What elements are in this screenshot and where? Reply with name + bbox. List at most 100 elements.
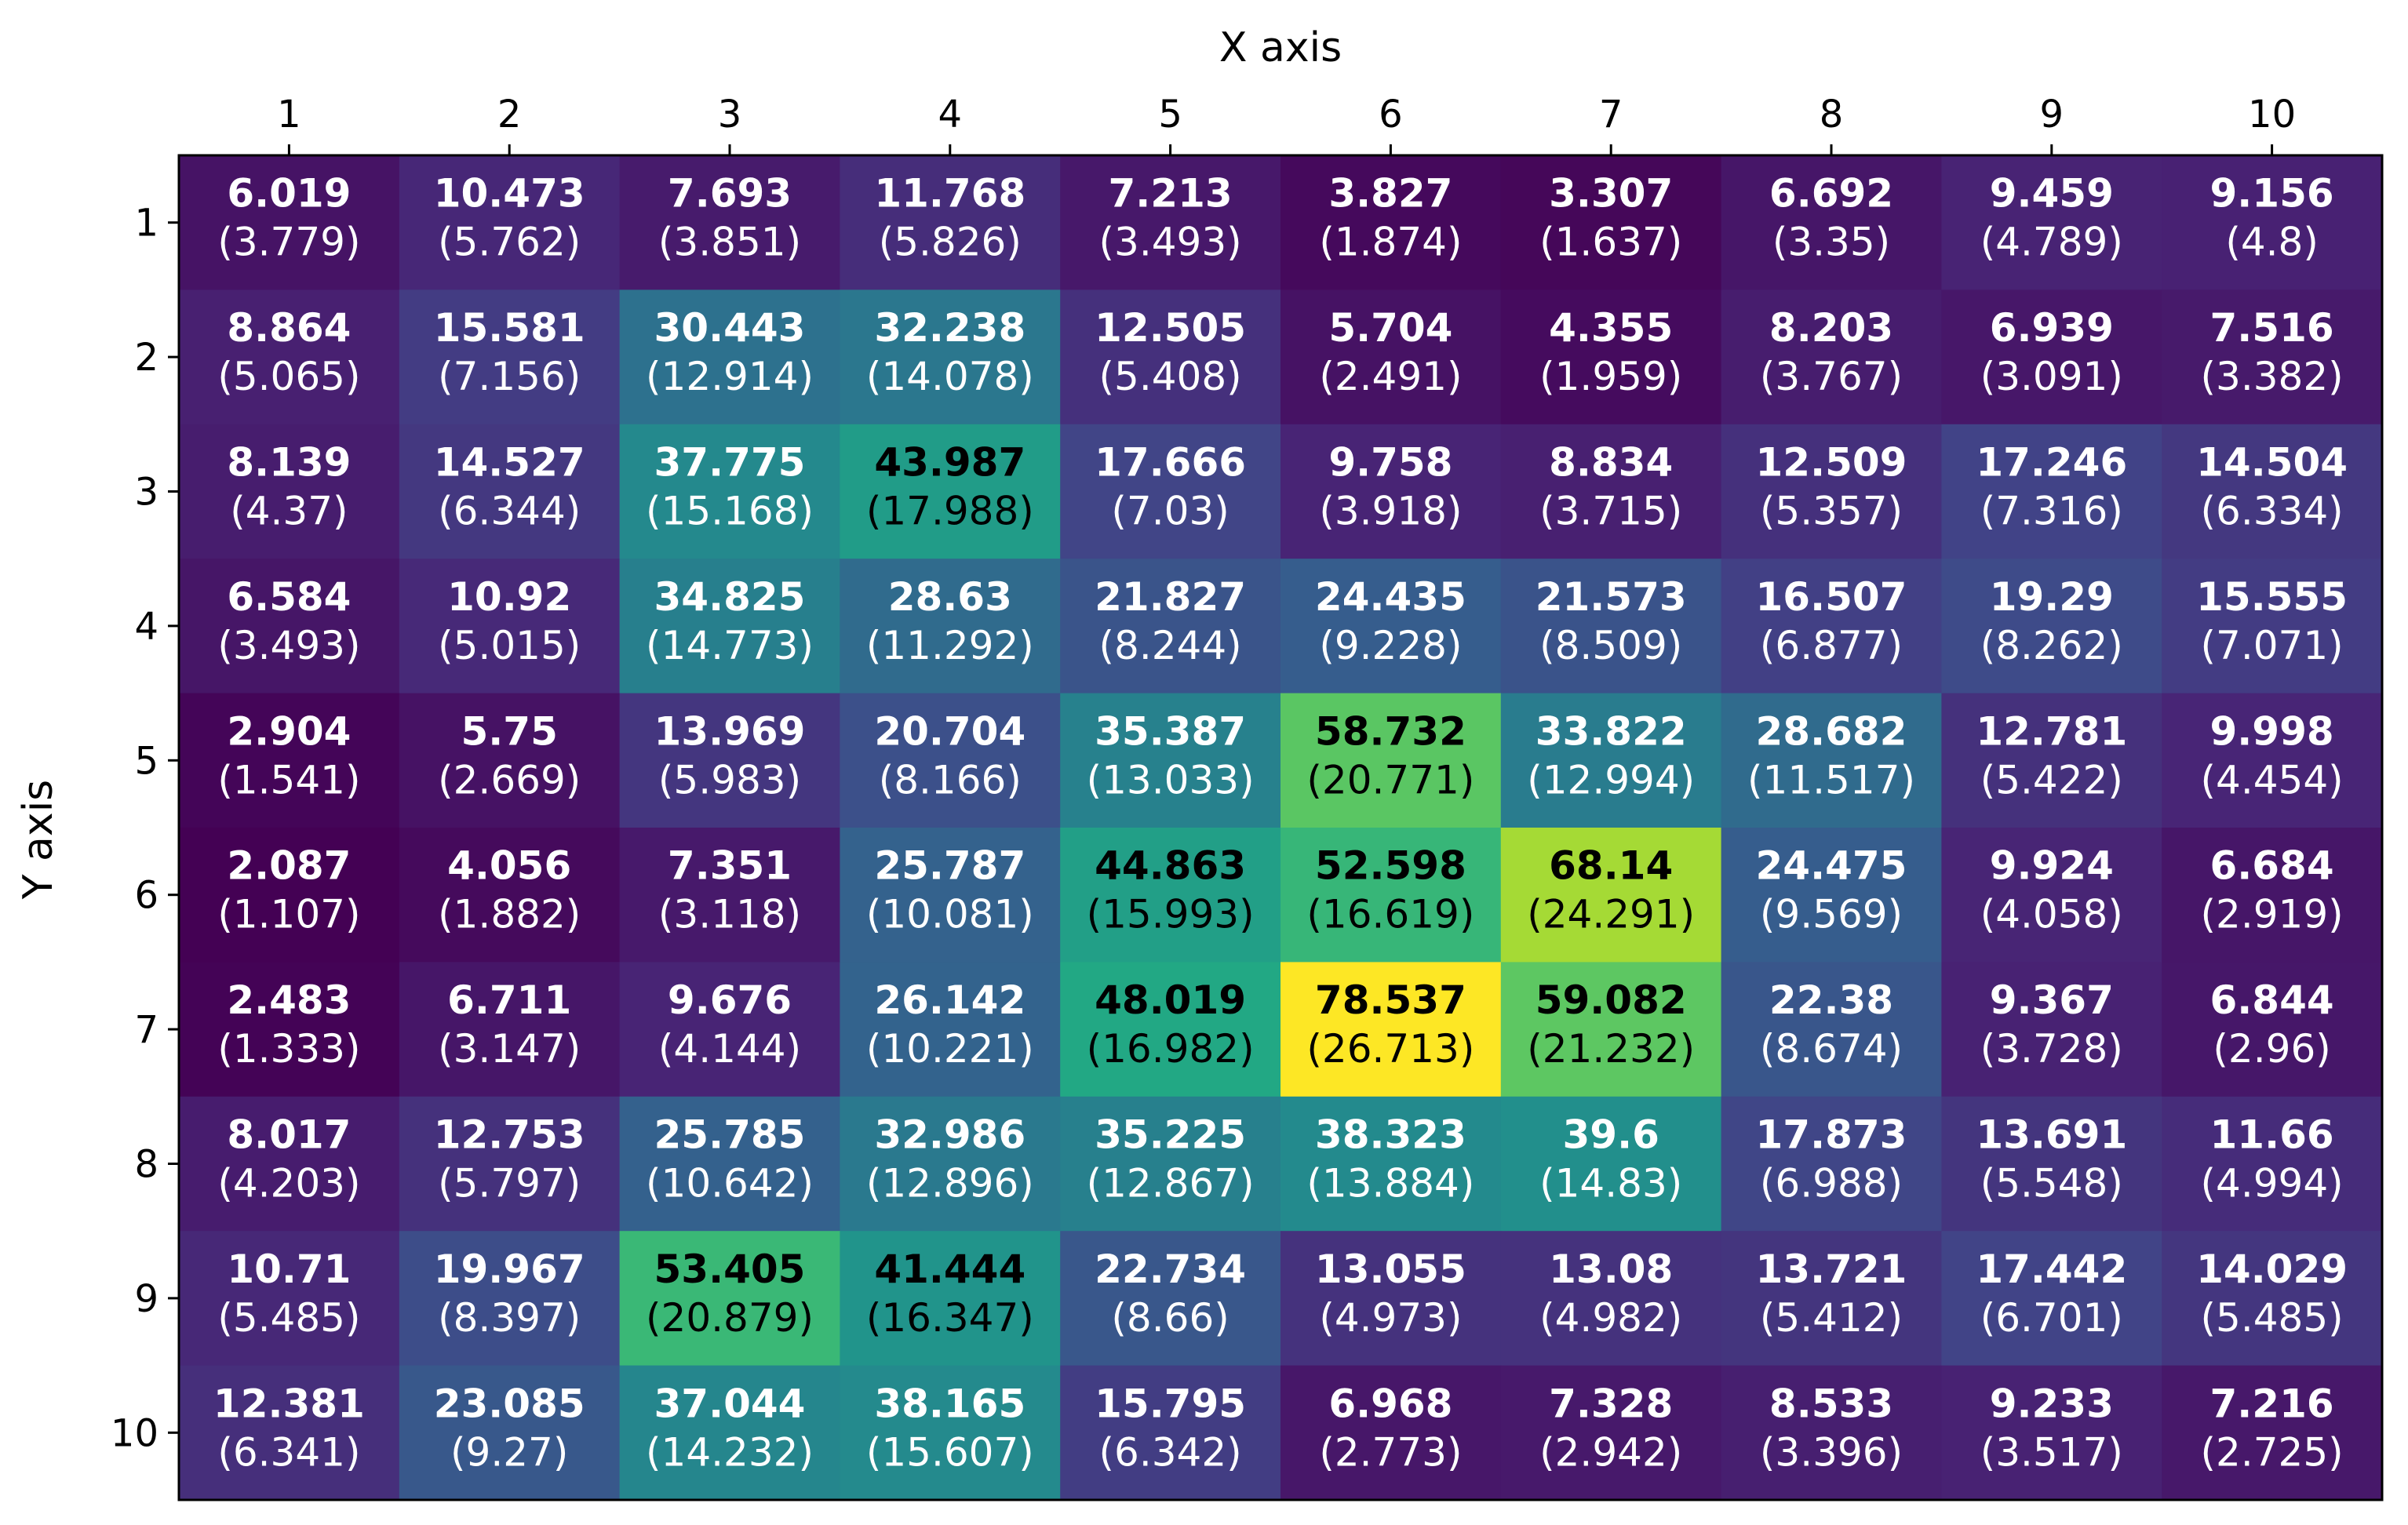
heatmap-cell (1941, 559, 2162, 694)
heatmap-cell (1721, 828, 1942, 963)
heatmap-cell (1060, 559, 1281, 694)
cell-secondary-label: (7.071) (2201, 623, 2344, 668)
cell-secondary-label: (14.773) (646, 623, 814, 668)
heatmap-cell (2162, 289, 2383, 425)
cell-value-label: 14.504 (2196, 440, 2348, 486)
heatmap-cell (179, 559, 400, 694)
heatmap-cell (1281, 1231, 1502, 1367)
cell-value-label: 9.156 (2210, 171, 2334, 217)
y-tick-label: 8 (134, 1143, 158, 1187)
cell-value-label: 68.14 (1549, 843, 1673, 889)
heatmap-cell (399, 693, 621, 828)
heatmap-cell (399, 289, 621, 425)
heatmap-cell (1941, 1096, 2162, 1232)
heatmap-cell (1281, 693, 1502, 828)
cell-secondary-label: (4.8) (2225, 220, 2319, 265)
cell-value-label: 7.216 (2210, 1381, 2334, 1426)
cell-secondary-label: (10.221) (866, 1026, 1034, 1072)
heatmap-cell (1281, 155, 1502, 290)
heatmap-cell (1721, 289, 1942, 425)
heatmap-cell (179, 1096, 400, 1232)
cell-secondary-label: (4.058) (1980, 892, 2123, 937)
heatmap-cell (1060, 962, 1281, 1097)
heatmap-cell (619, 693, 840, 828)
heatmap-cell (1941, 1365, 2162, 1501)
cell-value-label: 6.939 (1990, 305, 2114, 351)
cell-value-label: 6.584 (227, 574, 351, 620)
cell-value-label: 38.323 (1315, 1112, 1466, 1158)
cell-value-label: 11.66 (2210, 1112, 2334, 1158)
cell-labels: 6.019(3.779) 10.473(5.762) 7.693(3.851) 11.… (213, 171, 2348, 1476)
cell-secondary-label: (3.517) (1980, 1429, 2123, 1475)
cell-secondary-label: (10.642) (646, 1161, 814, 1207)
cell-secondary-label: (4.982) (1539, 1295, 1682, 1341)
cell-secondary-label: (5.826) (879, 220, 1022, 265)
cell-secondary-label: (1.959) (1539, 354, 1682, 399)
cell-value-label: 7.693 (668, 171, 792, 217)
cell-value-label: 12.753 (434, 1112, 585, 1158)
heatmap-cell (2162, 1365, 2383, 1501)
heatmap-cell (179, 1365, 400, 1501)
cell-value-label: 9.998 (2210, 708, 2334, 754)
cell-value-label: 43.987 (874, 440, 1025, 486)
heatmap-cell (840, 1365, 1061, 1501)
y-tick-label: 10 (111, 1411, 158, 1455)
heatmap-cell (2162, 559, 2383, 694)
cell-value-label: 24.475 (1756, 843, 1907, 889)
cell-value-label: 6.968 (1328, 1381, 1452, 1426)
heatmap-cell (2162, 828, 2383, 963)
heatmap-cell (399, 424, 621, 559)
cell-secondary-label: (3.715) (1539, 489, 1682, 534)
cell-secondary-label: (16.982) (1087, 1026, 1255, 1072)
x-axis-label: X axis (1219, 24, 1342, 71)
heatmap-cell (2162, 693, 2383, 828)
heatmap-cell (1500, 1231, 1722, 1367)
cell-secondary-label: (5.422) (1980, 757, 2123, 803)
cell-value-label: 30.443 (654, 305, 806, 351)
cell-value-label: 26.142 (874, 977, 1025, 1023)
x-tick-label: 5 (1158, 93, 1182, 136)
cell-secondary-label: (3.35) (1772, 220, 1890, 265)
x-tick-label: 10 (2248, 93, 2296, 136)
cell-secondary-label: (4.37) (230, 489, 348, 534)
cell-secondary-label: (6.701) (1980, 1295, 2123, 1341)
cell-value-label: 4.056 (447, 843, 571, 889)
cell-secondary-label: (5.485) (2201, 1295, 2344, 1341)
x-tick-label: 4 (938, 93, 963, 136)
heatmap-cell (1941, 289, 2162, 425)
cell-value-label: 52.598 (1315, 843, 1466, 889)
cell-value-label: 12.381 (213, 1381, 365, 1426)
cell-value-label: 28.682 (1756, 708, 1907, 754)
cell-secondary-label: (2.919) (2201, 892, 2344, 937)
cell-secondary-label: (20.771) (1306, 757, 1474, 803)
cell-value-label: 59.082 (1536, 977, 1687, 1023)
heatmap-cell (1281, 1365, 1502, 1501)
heatmap-cell (1721, 693, 1942, 828)
heatmap-cell (1500, 693, 1722, 828)
cell-value-label: 17.873 (1756, 1112, 1907, 1158)
cell-value-label: 6.844 (2210, 977, 2334, 1023)
cell-value-label: 25.787 (874, 843, 1025, 889)
cell-secondary-label: (9.228) (1319, 623, 1462, 668)
cell-value-label: 15.555 (2196, 574, 2348, 620)
heatmap-cell (1060, 1365, 1281, 1501)
cell-secondary-label: (21.232) (1527, 1026, 1695, 1072)
cell-secondary-label: (4.144) (658, 1026, 801, 1072)
heatmap-cell (2162, 424, 2383, 559)
heatmap-cell (1721, 424, 1942, 559)
cell-secondary-label: (3.396) (1760, 1429, 1903, 1475)
heatmap-cell (1941, 1231, 2162, 1367)
heatmap-cell (179, 828, 400, 963)
cell-secondary-label: (2.725) (2201, 1429, 2344, 1475)
x-tick-label: 9 (2040, 93, 2064, 136)
cell-secondary-label: (3.118) (658, 892, 801, 937)
heatmap-cell (179, 155, 400, 290)
heatmap-cell (1281, 828, 1502, 963)
cell-value-label: 7.213 (1109, 171, 1233, 217)
heatmap-cell (1941, 155, 2162, 290)
cell-value-label: 22.734 (1095, 1247, 1246, 1292)
x-tick-label: 2 (497, 93, 522, 136)
cell-secondary-label: (8.244) (1099, 623, 1242, 668)
cell-value-label: 10.473 (434, 171, 585, 217)
heatmap-cell (1500, 424, 1722, 559)
